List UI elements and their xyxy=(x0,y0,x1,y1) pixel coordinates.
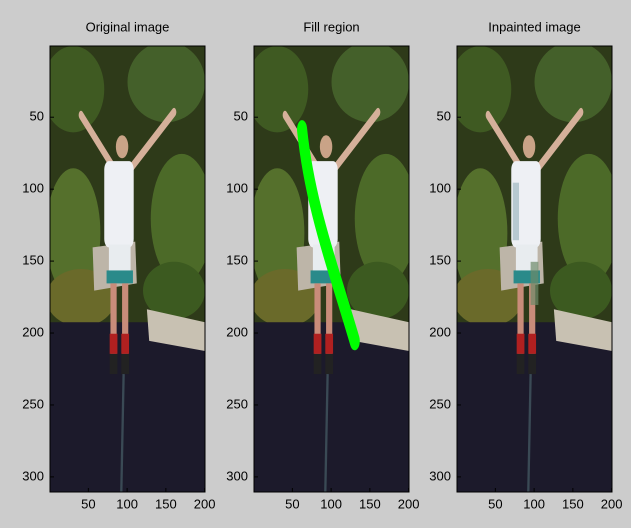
x-tick-label: 100 xyxy=(116,496,138,511)
x-tick-label: 150 xyxy=(562,496,584,511)
axes-title: Fill region xyxy=(303,19,359,34)
y-tick-label: 150 xyxy=(429,253,451,268)
y-tick-label: 50 xyxy=(437,109,451,124)
y-tick-label: 300 xyxy=(226,468,248,483)
axes-title: Inpainted image xyxy=(488,19,581,34)
x-tick-label: 50 xyxy=(285,496,299,511)
y-tick-label: 100 xyxy=(429,181,451,196)
x-tick-label: 150 xyxy=(359,496,381,511)
x-tick-label: 50 xyxy=(81,496,95,511)
image xyxy=(42,42,213,492)
photo xyxy=(42,42,213,492)
x-tick-label: 150 xyxy=(155,496,177,511)
x-tick-label: 100 xyxy=(523,496,545,511)
y-tick-label: 200 xyxy=(226,324,248,339)
axes-title: Original image xyxy=(86,19,170,34)
figure: Original image 50 100 150 200 250 300 50 100 150 2… xyxy=(0,0,631,528)
x-tick-label: 200 xyxy=(398,496,420,511)
y-tick-label: 100 xyxy=(226,181,248,196)
x-tick-label: 200 xyxy=(194,496,216,511)
x-tick-label: 50 xyxy=(488,496,502,511)
x-tick-label: 100 xyxy=(320,496,342,511)
y-tick-label: 250 xyxy=(429,396,451,411)
image xyxy=(449,42,620,492)
y-tick-label: 150 xyxy=(226,253,248,268)
x-tick-label: 200 xyxy=(601,496,623,511)
y-tick-label: 100 xyxy=(22,181,44,196)
y-tick-label: 150 xyxy=(22,253,44,268)
y-tick-label: 50 xyxy=(234,109,248,124)
y-tick-label: 200 xyxy=(22,324,44,339)
y-tick-label: 200 xyxy=(429,324,451,339)
y-tick-label: 300 xyxy=(22,468,44,483)
y-tick-label: 250 xyxy=(226,396,248,411)
y-tick-label: 300 xyxy=(429,468,451,483)
image xyxy=(246,42,417,492)
y-tick-label: 250 xyxy=(22,396,44,411)
y-tick-label: 50 xyxy=(30,109,44,124)
